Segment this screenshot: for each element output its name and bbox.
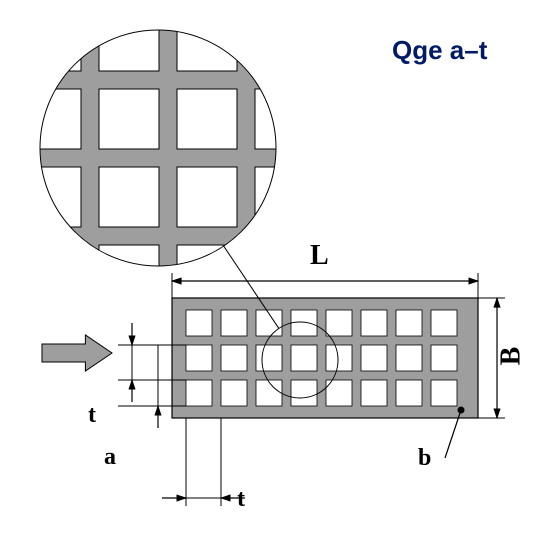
dimension-t-bottom [162, 418, 245, 506]
dimension-L [172, 273, 478, 298]
magnifier-detail [21, 11, 315, 305]
direction-arrow [42, 335, 112, 371]
label-t-left: t [88, 402, 96, 429]
diagram-svg [0, 0, 550, 550]
diagram-canvas: Qge a–t L B a t t b [0, 0, 550, 550]
label-B: B [495, 347, 527, 366]
label-b: b [418, 445, 431, 472]
perforated-plate [172, 298, 478, 418]
label-a: a [104, 444, 116, 471]
label-L: L [310, 240, 329, 272]
diagram-title: Qge a–t [392, 35, 487, 66]
label-t-bottom: t [237, 486, 245, 513]
